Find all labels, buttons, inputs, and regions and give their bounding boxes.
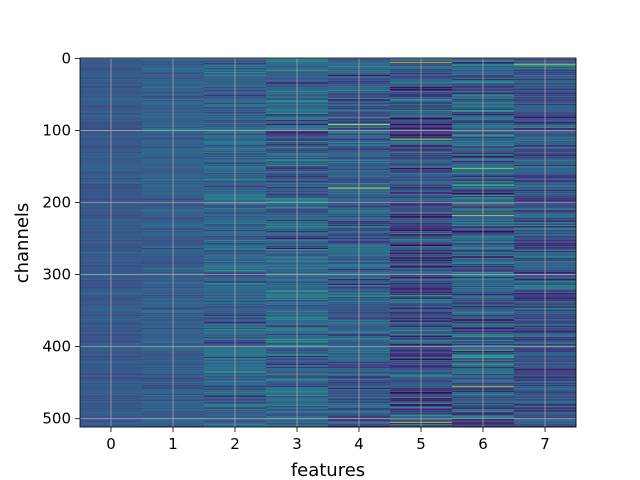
y-tick-label: 100 <box>42 121 71 139</box>
x-tick-label: 5 <box>416 435 426 453</box>
y-axis-label: channels <box>12 203 33 284</box>
x-tick-label: 1 <box>168 435 178 453</box>
y-tick-label: 200 <box>42 194 71 212</box>
y-tick-label: 400 <box>42 338 71 356</box>
y-tick-label: 300 <box>42 266 71 284</box>
x-tick-label: 4 <box>354 435 364 453</box>
heatmap-cells <box>80 58 577 428</box>
grid-lines <box>80 57 576 427</box>
x-axis-label: features <box>291 460 365 480</box>
x-tick-label: 0 <box>106 435 116 453</box>
x-axis-ticks: 0 1 2 3 4 5 6 7 <box>106 427 550 453</box>
x-tick-label: 7 <box>540 435 550 453</box>
y-tick-label: 500 <box>42 410 71 428</box>
x-tick-label: 3 <box>292 435 302 453</box>
y-axis-ticks: 0 100 200 300 400 500 <box>42 49 80 428</box>
x-tick-label: 2 <box>230 435 240 453</box>
x-tick-label: 6 <box>478 435 488 453</box>
plot-frame <box>79 57 577 428</box>
y-tick-label: 0 <box>61 49 71 67</box>
